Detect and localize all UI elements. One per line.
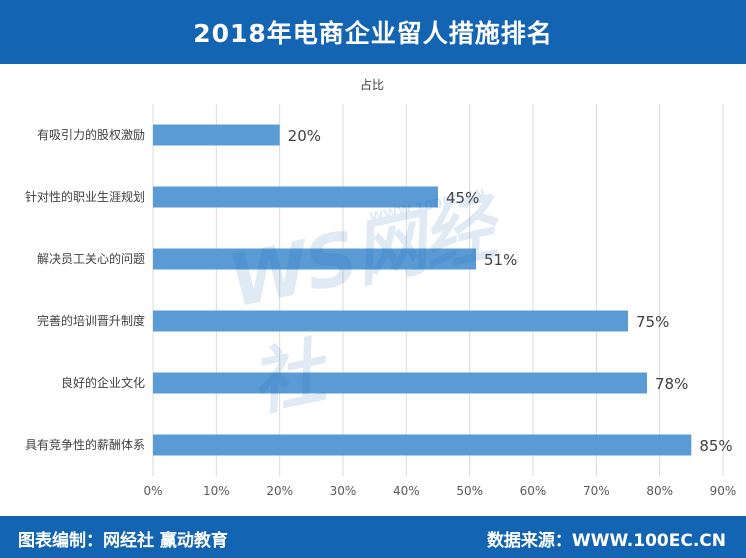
x-tick-label: 10% xyxy=(203,484,230,498)
category-label: 良好的企业文化 xyxy=(61,375,145,390)
footer-credit: 图表编制：网经社 赢动教育 xyxy=(18,531,228,551)
category-label: 有吸引力的股权激励 xyxy=(37,127,145,142)
category-label: 完善的培训晋升制度 xyxy=(37,313,145,328)
category-label: 具有竞争性的薪酬体系 xyxy=(25,437,145,452)
page-title: 2018年电商企业留人措施排名 xyxy=(193,19,553,48)
x-tick-label: 80% xyxy=(646,484,673,498)
x-tick-label: 50% xyxy=(456,484,483,498)
x-tick-label: 90% xyxy=(710,484,737,498)
value-label: 45% xyxy=(446,189,479,207)
value-label: 20% xyxy=(288,127,321,145)
category-label: 解决员工关心的问题 xyxy=(37,251,145,266)
footer: 图表编制：网经社 赢动教育 数据来源：WWW.100EC.CN xyxy=(0,516,746,558)
header: 2018年电商企业留人措施排名 xyxy=(0,0,746,64)
x-tick-label: 30% xyxy=(330,484,357,498)
chart-title: 占比 xyxy=(360,77,384,92)
category-label: 针对性的职业生涯规划 xyxy=(25,189,145,204)
grid-layer xyxy=(152,104,724,476)
bar xyxy=(153,310,628,332)
x-tick-label: 40% xyxy=(393,484,420,498)
value-label: 85% xyxy=(699,437,732,455)
x-tick-label: 60% xyxy=(520,484,547,498)
bar xyxy=(153,434,692,456)
label-layer: 0% 10% 20% 30% 40% 50% 60% 70% 80% 90% 有吸引力的股权激励 20… xyxy=(25,127,736,498)
bar xyxy=(153,124,280,146)
value-label: 51% xyxy=(484,251,517,269)
bar-chart: 占比 0% 10% 20% 30% 40% 50% 60% 70% 80% 90% 有吸引力的股权激… xyxy=(25,77,736,498)
x-tick-label: 0% xyxy=(143,484,162,498)
chart-panel: 占比 0% 10% 20% 30% 40% 50% 60% 70% 80% 90% 有吸引力的股权激… xyxy=(0,64,746,516)
bar xyxy=(153,248,476,270)
value-label: 78% xyxy=(655,375,688,393)
footer-source: 数据来源：WWW.100EC.CN xyxy=(486,531,726,551)
bar-layer xyxy=(153,124,692,456)
bar xyxy=(153,186,438,208)
bar xyxy=(153,372,647,394)
value-label: 75% xyxy=(636,313,669,331)
x-tick-label: 20% xyxy=(266,484,293,498)
x-tick-label: 70% xyxy=(583,484,610,498)
